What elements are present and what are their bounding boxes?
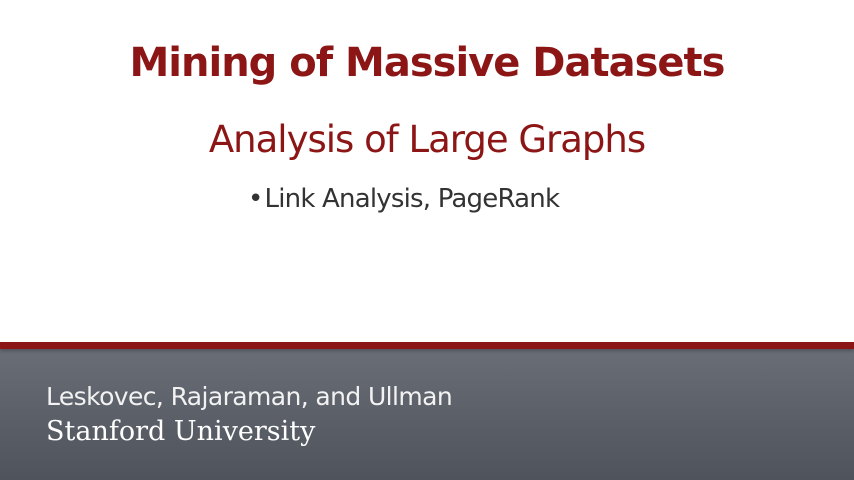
- authors-line: Leskovec, Rajaraman, and Ullman: [46, 382, 453, 411]
- slide-subtitle: Analysis of Large Graphs: [208, 118, 646, 161]
- bullet-marker: •: [248, 184, 263, 214]
- accent-rule: [0, 342, 854, 349]
- bullet-text: Link Analysis, PageRank: [264, 184, 560, 214]
- slide-title: Mining of Massive Datasets: [129, 40, 726, 86]
- institution-name: Stanford University: [46, 416, 316, 447]
- footer-band: Leskovec, Rajaraman, and Ullman Stanford…: [0, 342, 854, 480]
- bullet-item: •Link Analysis, PageRank: [248, 184, 560, 214]
